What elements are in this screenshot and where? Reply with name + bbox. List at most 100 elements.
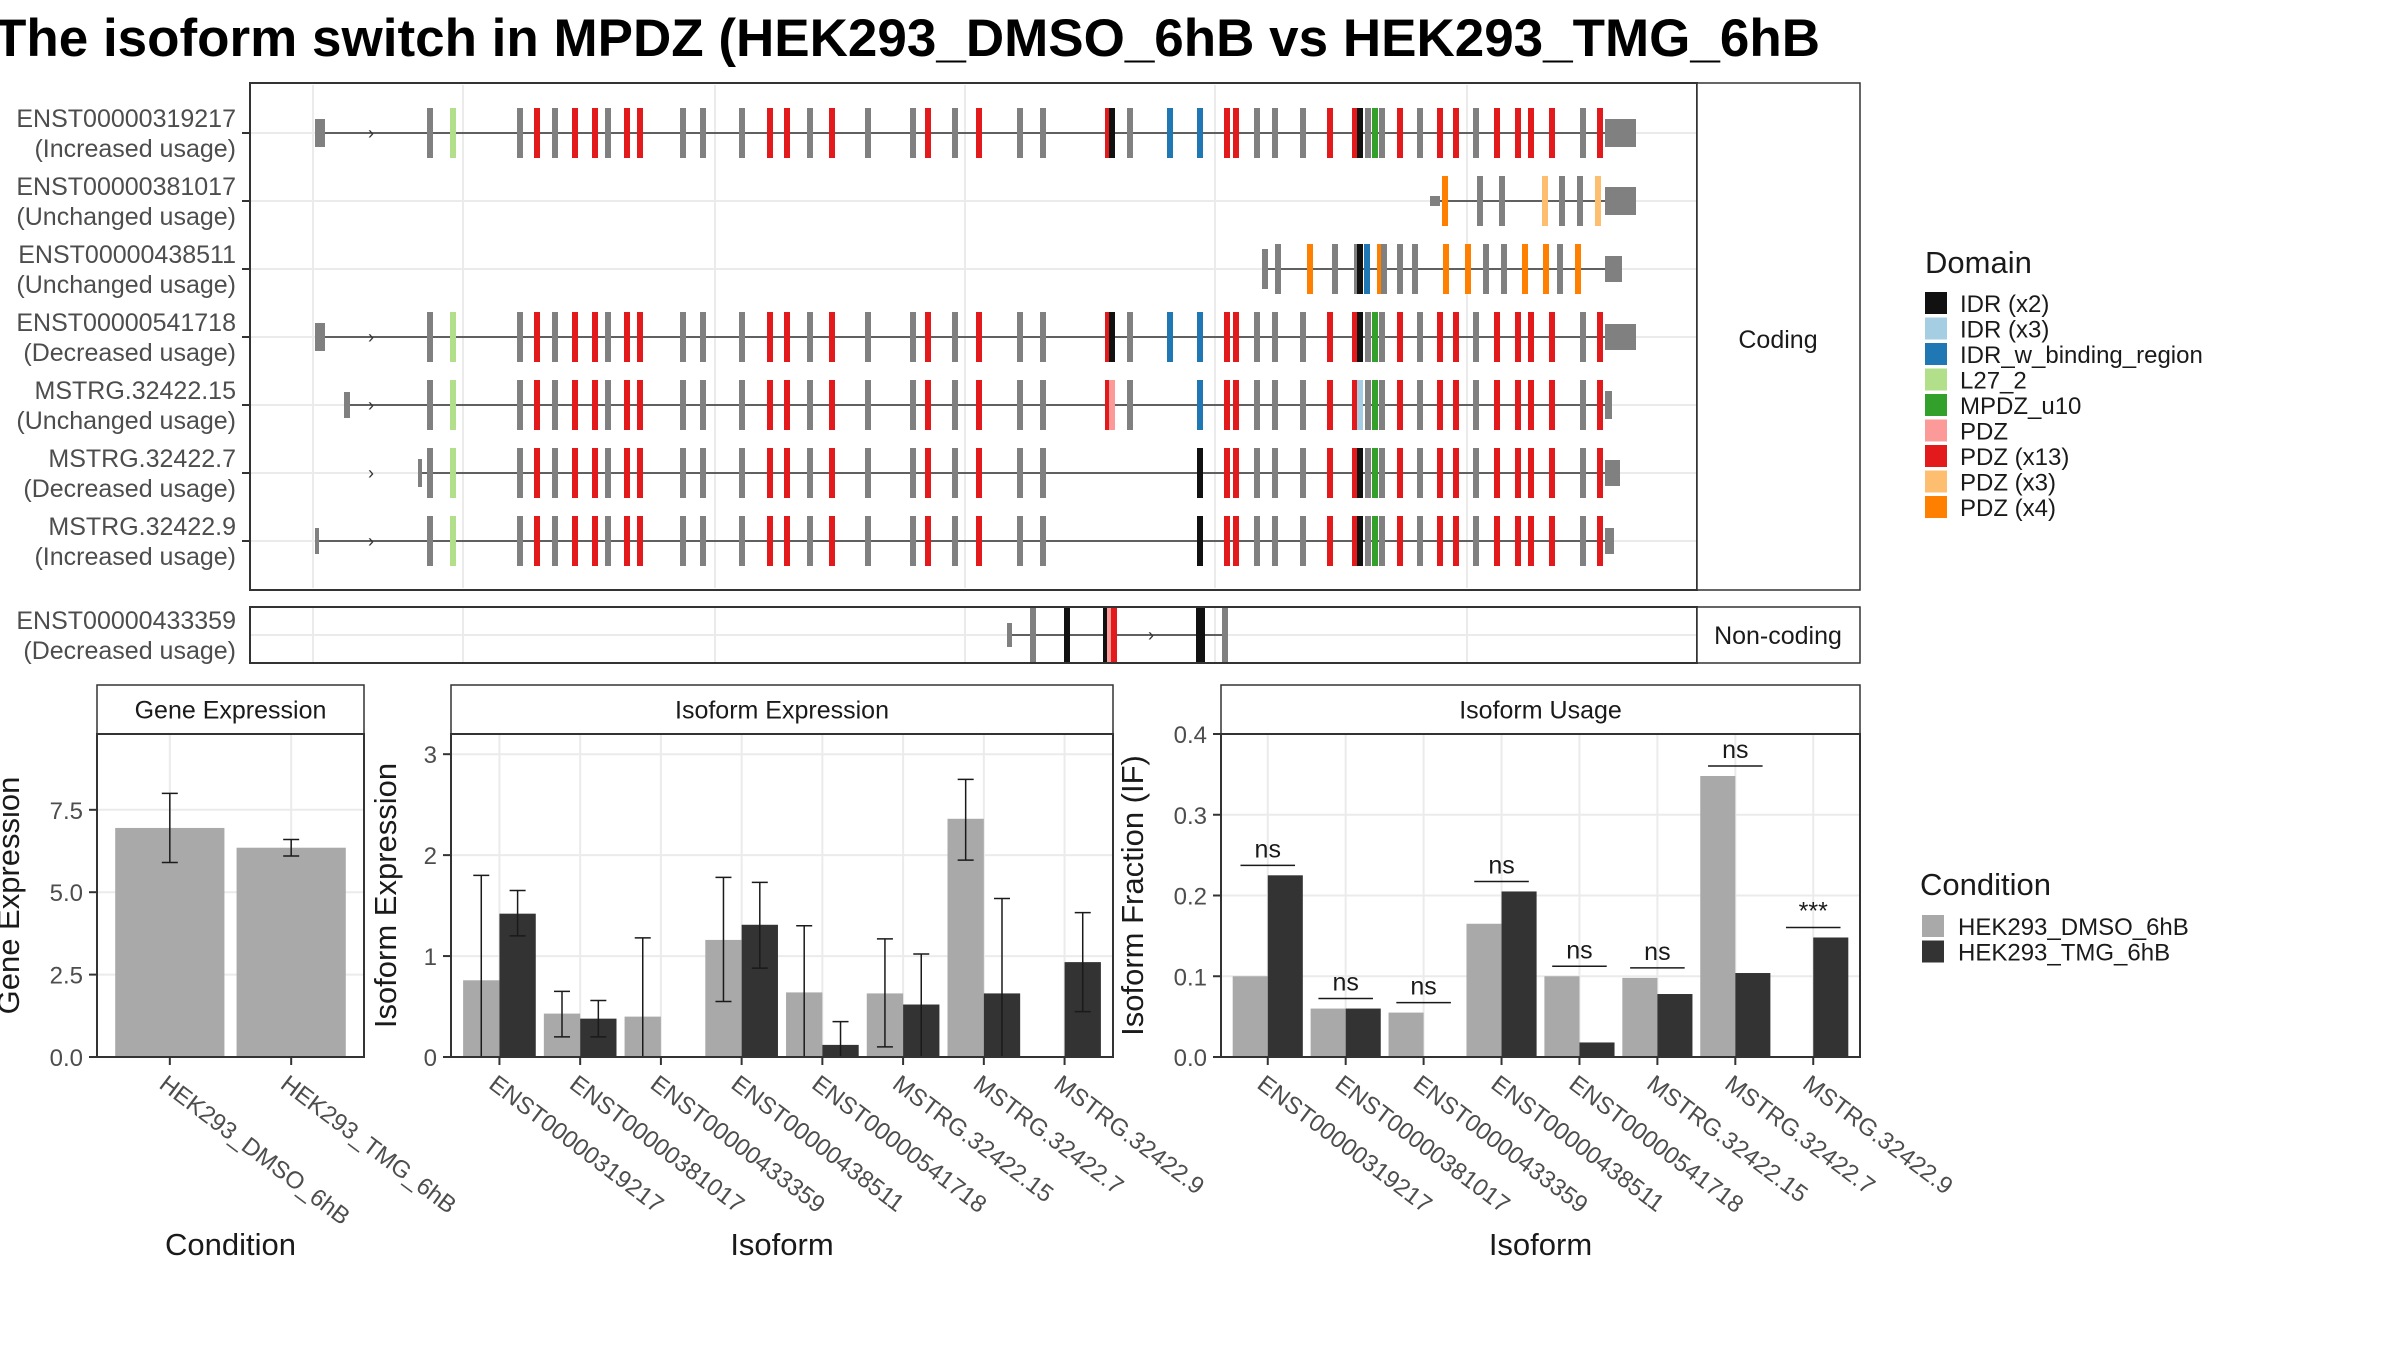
exon-block xyxy=(605,380,611,430)
exon-block xyxy=(1040,380,1046,430)
exon-block xyxy=(925,380,931,430)
exon-block xyxy=(1549,312,1555,362)
isoform-usage-chart: Isoform Usage 0.0 0.1 0.2 0.3 0.4 ns ns ns ns ns ns… xyxy=(1115,684,1958,1262)
legend-swatch xyxy=(1922,915,1944,937)
exon-block xyxy=(784,108,790,158)
exon-block xyxy=(534,312,540,362)
facet-strip xyxy=(96,684,365,735)
facet-label-noncoding: Non-coding xyxy=(1714,622,1842,650)
exon-block xyxy=(1528,380,1534,430)
exon-block xyxy=(427,380,433,430)
exon-block xyxy=(572,516,578,566)
exon-block xyxy=(1365,108,1371,158)
exon-block xyxy=(700,312,706,362)
exon-block xyxy=(572,448,578,498)
exon-block xyxy=(1167,108,1173,158)
exon-block xyxy=(637,516,643,566)
exon-block xyxy=(700,108,706,158)
exon-block xyxy=(767,312,773,362)
exon-block xyxy=(1352,380,1358,430)
exon-block xyxy=(952,516,958,566)
exon-block xyxy=(1549,380,1555,430)
exon-block xyxy=(1040,108,1046,158)
exon-block xyxy=(1397,448,1403,498)
legend-swatch xyxy=(1925,317,1947,340)
exon-block xyxy=(1543,244,1549,294)
exon-block xyxy=(572,108,578,158)
exon-block xyxy=(784,312,790,362)
isoform-label: ENST00000319217 xyxy=(16,105,236,133)
exon-block xyxy=(624,448,630,498)
exon-block xyxy=(1372,516,1378,566)
bar xyxy=(1579,1042,1615,1057)
utr-exon xyxy=(418,459,422,487)
exon-block xyxy=(925,108,931,158)
exon-block xyxy=(1528,516,1534,566)
strand-arrow: › xyxy=(368,395,374,415)
exon-block xyxy=(517,108,523,158)
exon-block xyxy=(1528,312,1534,362)
exon-block xyxy=(517,380,523,430)
exon-block xyxy=(1442,176,1448,226)
exon-block xyxy=(552,108,558,158)
exon-block xyxy=(1437,448,1443,498)
exon-block xyxy=(767,108,773,158)
exon-block xyxy=(1254,448,1260,498)
exon-block xyxy=(680,380,686,430)
y-tick-label: 3 xyxy=(424,742,437,769)
exon-block xyxy=(1372,448,1378,498)
y-tick-label: 0.4 xyxy=(1174,722,1207,749)
exon-block xyxy=(637,380,643,430)
exon-block xyxy=(1197,448,1203,498)
utr-exon xyxy=(1262,249,1268,289)
strand-arrow: › xyxy=(368,327,374,347)
y-tick-label: 0 xyxy=(424,1045,437,1072)
significance-label: ns xyxy=(1488,851,1514,879)
significance-label: ns xyxy=(1255,835,1281,863)
exon-block xyxy=(624,380,630,430)
exon-block xyxy=(534,448,540,498)
exon-block xyxy=(1580,448,1586,498)
exon-block xyxy=(976,448,982,498)
exon-block xyxy=(605,108,611,158)
exon-block xyxy=(450,312,456,362)
exon-block xyxy=(767,448,773,498)
y-tick-label: 2.5 xyxy=(50,963,83,990)
usage-label: (Unchanged usage) xyxy=(16,407,236,435)
isoform-label: ENST00000541718 xyxy=(16,309,236,337)
exon-block xyxy=(1352,516,1358,566)
exon-block xyxy=(450,108,456,158)
usage-label: (Increased usage) xyxy=(34,543,236,571)
exon-block xyxy=(1364,244,1370,294)
exon-block xyxy=(1224,380,1230,430)
exon-block xyxy=(1233,380,1239,430)
exon-block xyxy=(1017,108,1023,158)
usage-label: (Decreased usage) xyxy=(23,339,236,367)
exon-block xyxy=(680,312,686,362)
exon-block xyxy=(829,516,835,566)
exon-block xyxy=(700,448,706,498)
exon-block xyxy=(829,448,835,498)
strand-arrow: › xyxy=(368,531,374,551)
exon-block xyxy=(552,380,558,430)
exon-block xyxy=(1549,108,1555,158)
exon-block xyxy=(1397,108,1403,158)
exon-block xyxy=(1357,312,1363,362)
exon-block xyxy=(739,448,745,498)
exon-block xyxy=(1111,608,1117,662)
exon-block xyxy=(1272,108,1278,158)
x-axis-title: Isoform xyxy=(730,1227,833,1262)
exon-block xyxy=(680,448,686,498)
exon-block xyxy=(1352,108,1358,158)
bar xyxy=(1345,1008,1381,1057)
y-axis-title: Isoform Fraction (IF) xyxy=(1115,755,1150,1036)
isoform-expression-chart: Isoform Expression0123ENST00000319217ENS… xyxy=(368,684,1209,1262)
legend-label: PDZ (x4) xyxy=(1960,495,2056,522)
exon-block xyxy=(1417,448,1423,498)
exon-block xyxy=(1515,380,1521,430)
exon-block xyxy=(1254,380,1260,430)
exon-block xyxy=(1417,312,1423,362)
exon-block xyxy=(1224,312,1230,362)
exon-block xyxy=(784,380,790,430)
exon-block xyxy=(1357,448,1363,498)
